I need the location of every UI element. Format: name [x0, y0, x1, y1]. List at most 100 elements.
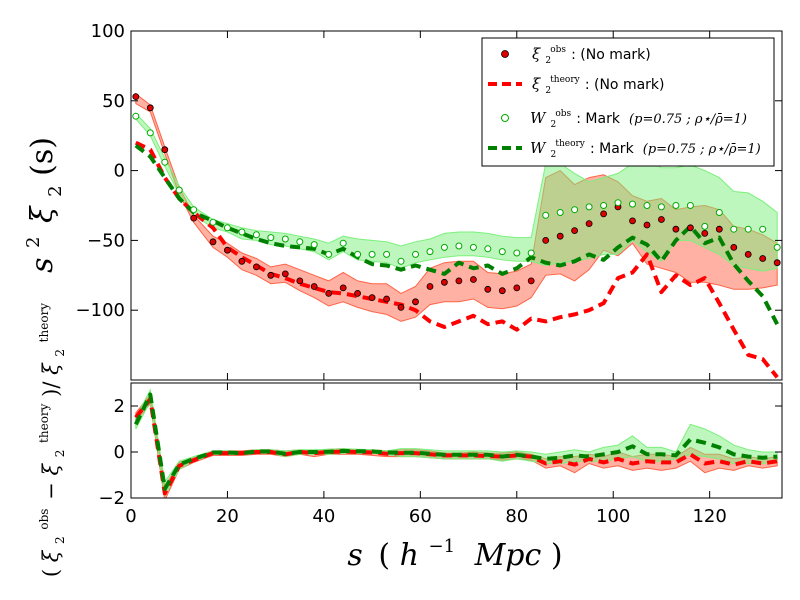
W2-obs-point	[252, 231, 260, 239]
xi2-obs-point	[527, 277, 535, 285]
W2-obs-point	[383, 250, 391, 258]
W2-obs-point	[498, 248, 506, 256]
W2-obs-point	[267, 234, 275, 242]
xi2-obs-point	[252, 263, 260, 271]
xi2-obs-point	[687, 224, 694, 232]
W2-obs-point	[686, 202, 694, 209]
W2-obs-point	[744, 225, 752, 233]
xi2-obs-point	[354, 289, 362, 297]
W2-obs-point	[657, 203, 665, 211]
W2-obs-point	[585, 203, 593, 211]
xi2-obs-point	[190, 214, 198, 222]
W2-obs-point	[146, 129, 154, 137]
xi2-obs-point	[397, 303, 405, 311]
y-tick-label: −50	[87, 230, 125, 251]
W2-obs-point	[773, 243, 781, 251]
W2-obs-point	[629, 200, 636, 208]
W2-obs-point	[614, 199, 622, 207]
W2-obs-point	[455, 242, 463, 250]
W2-obs-point	[513, 249, 521, 257]
top-y-axis-label: s 2 ξ 2 (s)	[12, 137, 69, 273]
xi2-obs-point	[146, 104, 154, 112]
xi2-obs-point	[571, 227, 578, 235]
y-tick-label: −100	[76, 300, 125, 321]
xi2-theory-line	[134, 140, 779, 379]
xi2-obs-point	[455, 277, 463, 285]
ratio-mark-line	[134, 392, 778, 491]
xi2-obs-point	[629, 217, 636, 225]
W2-obs-point	[440, 243, 448, 251]
xi2-obs-point	[267, 271, 275, 279]
xi2-obs-point	[730, 243, 738, 251]
xi2-obs-point	[600, 210, 607, 218]
xi2-obs-point	[238, 257, 246, 265]
ratio-mark-band	[135, 388, 778, 498]
W2-obs-point	[672, 202, 680, 209]
xi2-obs-point	[426, 283, 434, 290]
x-tick-label: 80	[505, 506, 528, 527]
legend-entry-obs: ξ 2 obs : (No mark)	[532, 37, 651, 67]
legend-marker-obs	[501, 50, 509, 58]
xi2-obs-point	[310, 283, 318, 290]
W2-obs-point	[209, 218, 217, 226]
xi2-obs-point	[498, 287, 506, 295]
x-tick-label: 20	[216, 506, 239, 527]
xi2-obs-point	[513, 284, 521, 292]
legend-box	[481, 37, 775, 167]
xi2-obs-point	[368, 294, 376, 302]
W2-obs-point	[296, 238, 304, 246]
W2-obs-points	[132, 112, 781, 265]
W2-obs-point	[325, 250, 333, 258]
legend: ξ 2 obs : (No mark) ξ 2 theory : (No mar…	[481, 37, 775, 167]
top-panel-data	[132, 92, 781, 379]
xi2-obs-point	[383, 295, 391, 303]
bottom-y-ticks: −2 0 2	[98, 396, 782, 509]
xi2-obs-point	[585, 220, 593, 228]
y-tick-label: 0	[114, 161, 125, 182]
W2-obs-point	[730, 225, 738, 233]
bottom-panel-data	[134, 388, 778, 498]
W2-obs-point	[759, 225, 767, 233]
xi2-obs-point	[223, 246, 231, 254]
xi2-obs-point	[701, 229, 709, 237]
xi2-obs-point	[412, 298, 419, 306]
xi2-obs-point	[715, 225, 723, 233]
y-tick-label: −2	[98, 488, 125, 509]
W2-obs-point	[600, 202, 608, 209]
W2-obs-point	[132, 112, 140, 120]
legend-entry-mark-theory: W 2 theory : Mark (p=0.75 ; ρ⋆/ρ̄=1)	[530, 131, 761, 161]
xi2-obs-point	[672, 225, 680, 233]
W2-obs-point	[175, 186, 183, 194]
xi2-obs-point	[209, 238, 217, 246]
y-tick-label: 100	[91, 21, 125, 42]
x-axis-ticks: 0 20 40 60 80 100 120	[125, 31, 727, 527]
W2-obs-point	[412, 250, 419, 258]
W2-obs-point	[354, 250, 362, 258]
y-tick-label: 2	[114, 396, 125, 417]
xi2-obs-point	[132, 93, 140, 100]
xi2-obs-point	[469, 276, 477, 283]
W2-obs-point	[223, 224, 231, 232]
xi2-obs-points	[132, 93, 781, 311]
xi2-obs-point	[281, 270, 289, 278]
xi2-obs-point	[440, 278, 448, 286]
xi2-obs-point	[161, 146, 169, 154]
W2-obs-band	[135, 112, 778, 272]
W2-obs-point	[556, 209, 564, 216]
bottom-panel-frame	[130, 382, 783, 499]
xi2-obs-point	[773, 259, 781, 267]
xi2-obs-point	[325, 289, 333, 297]
top-panel-frame	[130, 30, 783, 381]
W2-obs-point	[161, 158, 169, 166]
x-axis-label: s ( h −1 Mpc )	[347, 525, 562, 573]
bottom-y-axis-label: ( ξ 2 obs − ξ 2 theory )/ ξ 2 theory	[29, 303, 69, 577]
x-tick-label: 40	[312, 506, 335, 527]
top-y-ticks: −100 −50 0 50 100	[76, 21, 782, 321]
W2-theory-line	[134, 143, 779, 326]
W2-obs-point	[368, 250, 376, 258]
W2-obs-point	[715, 209, 723, 216]
xi2-obs-point	[744, 250, 752, 258]
xi2-obs-point	[759, 255, 767, 262]
W2-obs-point	[310, 241, 318, 249]
W2-obs-point	[701, 222, 709, 230]
